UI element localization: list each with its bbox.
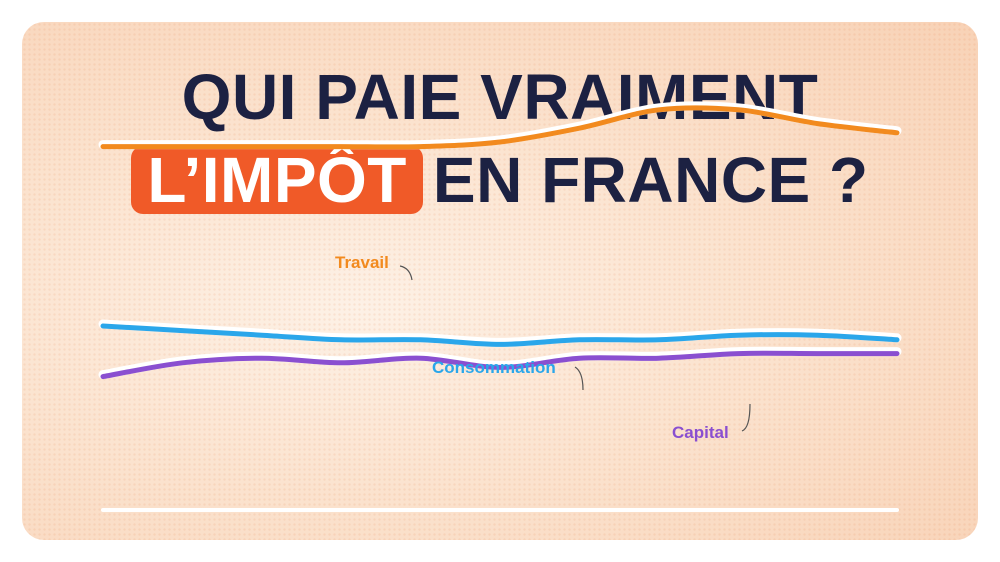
series-layer [98, 101, 902, 380]
title-line-1: QUI PAIE VRAIMENT [181, 61, 819, 133]
series-line-consommation [100, 323, 900, 347]
series-label-travail: Travail [335, 253, 389, 272]
title-line-2: L’IMPÔT EN FRANCE ? [0, 145, 1000, 215]
travail-label-leader [399, 265, 413, 281]
title-line-2-rest: EN FRANCE ? [432, 144, 869, 216]
series-line-capital [100, 350, 900, 380]
consommation-label-leader [574, 366, 584, 391]
series-halo-travail [98, 101, 902, 150]
title-highlight: L’IMPÔT [131, 146, 423, 214]
thumbnail-card [22, 22, 978, 540]
capital-label-leader [741, 403, 751, 432]
series-label-consommation: Consommation [432, 358, 556, 377]
series-label-capital: Capital [672, 423, 729, 442]
series-line-travail [100, 105, 900, 150]
halftone-texture [22, 22, 978, 540]
